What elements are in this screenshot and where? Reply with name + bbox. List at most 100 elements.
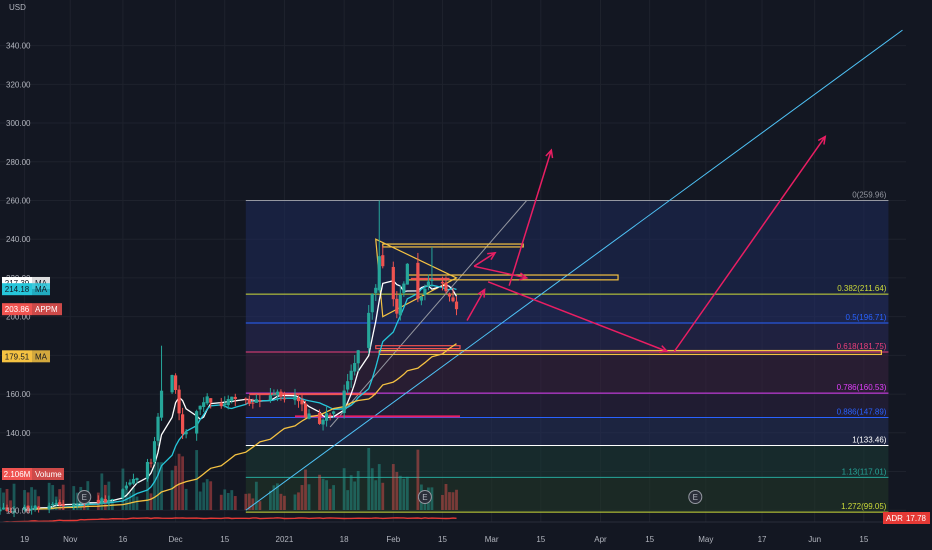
volume-bar [325, 480, 328, 510]
candle-body [198, 405, 202, 410]
candle-body [110, 499, 114, 501]
fib-level-label: 0.618(181.75) [837, 342, 887, 351]
x-tick-label: May [698, 535, 713, 544]
candle [202, 397, 206, 412]
earnings-marker-label: E [693, 493, 698, 502]
candle-body [454, 301, 459, 310]
x-tick-label: Dec [168, 535, 182, 544]
candle [293, 388, 297, 405]
candle-body [205, 396, 209, 404]
price-tag-value: 214.18 [5, 285, 30, 294]
candle-body [173, 375, 178, 390]
candle-body [342, 390, 346, 414]
candle [128, 479, 132, 487]
level-box [375, 345, 461, 350]
volume-bar [342, 468, 346, 510]
volume-bar [37, 496, 41, 510]
volume-bar [455, 489, 458, 510]
y-tick-label: 340.00 [6, 42, 31, 51]
candle-body [293, 396, 297, 401]
arrow-head [545, 148, 554, 159]
trend-line [245, 29, 903, 511]
candle-body [324, 413, 329, 421]
volume-bar [279, 493, 283, 510]
candle [54, 499, 58, 506]
volume-bar [258, 501, 262, 510]
fib-level-label: 1.272(99.05) [841, 502, 887, 511]
volume-bar [198, 491, 202, 510]
candle [346, 373, 350, 394]
candle [321, 418, 325, 431]
candle [110, 498, 114, 502]
candle-body [135, 478, 139, 481]
price-tag-bg [2, 350, 32, 363]
candle [61, 500, 65, 510]
candle [324, 406, 329, 427]
candle [444, 276, 448, 294]
candle [282, 391, 287, 403]
candle [451, 287, 455, 303]
candle-body [377, 256, 381, 291]
candle [209, 398, 213, 409]
candle-body [30, 508, 34, 511]
candle-body [416, 262, 420, 299]
y-tick-label: 200.00 [6, 313, 31, 322]
projection-arrow [673, 135, 827, 352]
adr-tag-bg [903, 512, 930, 524]
projection-arrow [473, 265, 529, 281]
volume-bar [251, 498, 255, 510]
candle [303, 400, 308, 419]
volume-tag: 2.106M Volume [2, 468, 64, 480]
price-tag-value: 179.51 [5, 352, 30, 361]
earnings-marker [417, 490, 432, 504]
candle [124, 481, 129, 491]
axes: 19 Nov 16 Dec 15 2021 18 Feb 15 Mar 15 Apr 15 May 17 Ju… [0, 3, 932, 550]
candle-body [423, 288, 427, 295]
candle-body [58, 502, 62, 506]
candle [219, 397, 223, 409]
volume-bar [0, 487, 2, 510]
price-tag-name-bg [32, 350, 50, 363]
projection-arrows[interactable] [466, 135, 827, 353]
candle [226, 395, 230, 410]
candle [26, 505, 30, 514]
candle-body [209, 398, 213, 403]
candle-body [12, 510, 16, 513]
fibonacci-retracement[interactable]: 0(259.96) 0.382(211.64) 0.5(196.71) 0.618(1… [245, 191, 889, 513]
y-tick-label: 300.00 [6, 119, 31, 128]
candle [181, 407, 185, 440]
candle [184, 428, 188, 439]
candle [275, 389, 280, 402]
volume-bar [146, 463, 149, 510]
candle-body [223, 403, 227, 406]
volume-bar [51, 485, 55, 510]
candle [205, 393, 209, 406]
candle-body [51, 503, 55, 505]
ma-slow-line [35, 343, 457, 510]
candle [307, 409, 311, 420]
price-tag-value: 203.86 [5, 305, 30, 314]
candle [47, 502, 51, 514]
candle-body [321, 419, 325, 425]
x-tick-label: 15 [438, 535, 447, 544]
volume-bar [398, 475, 402, 510]
candle [332, 410, 336, 418]
candle-body [54, 502, 58, 505]
volume-bar [26, 492, 30, 510]
candle [195, 409, 199, 441]
x-tick-label: 2021 [276, 535, 294, 544]
candle [342, 384, 346, 419]
candle-body [282, 398, 287, 400]
candle [96, 495, 100, 504]
candle [370, 293, 374, 320]
candle [0, 507, 2, 515]
y-tick-label: 140.00 [6, 429, 31, 438]
volume-bar [416, 449, 420, 510]
x-tick-label: 15 [220, 535, 229, 544]
price-tag-name-bg [32, 303, 62, 316]
candle-body [296, 397, 301, 402]
arrow-head [518, 272, 529, 281]
candle [72, 502, 76, 510]
